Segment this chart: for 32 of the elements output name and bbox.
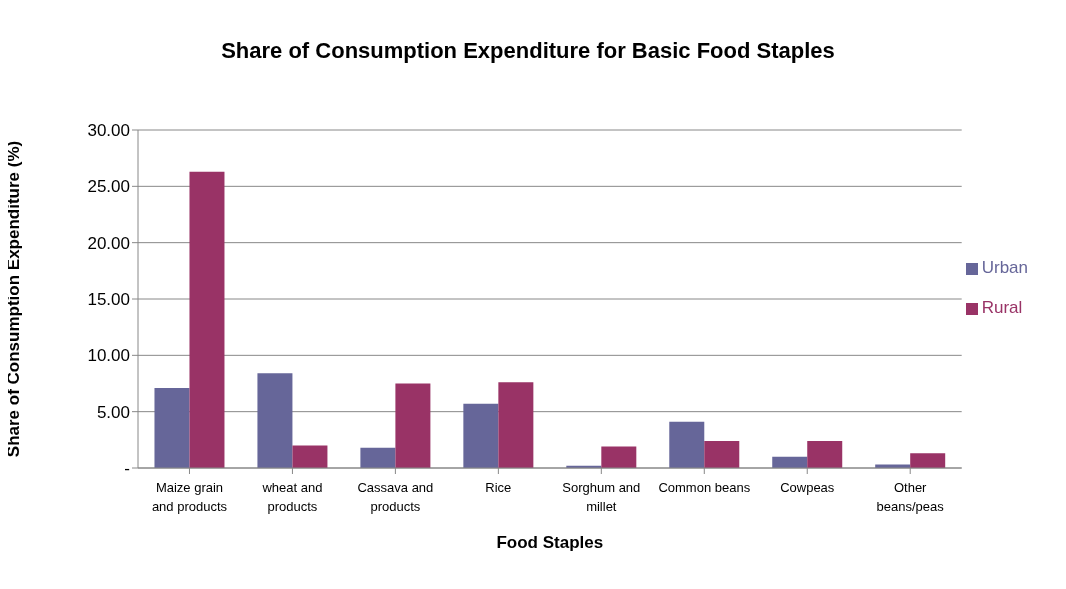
- x-tick-label: Maize grain and products: [151, 480, 228, 514]
- y-tick-label: -: [124, 459, 130, 479]
- x-tick-label: Other beans/peas: [876, 480, 945, 514]
- y-tick-label: 30.00: [87, 121, 130, 141]
- x-tick-label: Cassava and products: [357, 480, 434, 514]
- bar: [498, 382, 534, 468]
- x-axis-title: Food Staples: [496, 533, 604, 552]
- chart-title: Share of Consumption Expenditure for Basic Food Staples: [220, 38, 836, 64]
- bar: [910, 453, 946, 468]
- x-tick-label: Rice: [485, 480, 512, 495]
- bar: [463, 403, 499, 468]
- y-tick-label: 15.00: [87, 290, 130, 310]
- bar: [669, 421, 705, 468]
- bar: [704, 440, 740, 468]
- bar: [807, 440, 843, 468]
- y-tick-label: 20.00: [87, 233, 130, 253]
- bar: [257, 373, 293, 468]
- x-tick-label: wheat and products: [261, 480, 323, 514]
- legend-label: Rural: [981, 298, 1023, 317]
- bar: [360, 447, 396, 468]
- y-tick-label: 25.00: [87, 177, 130, 197]
- x-tick-label: Cowpeas: [780, 480, 835, 495]
- y-tick-label: 5.00: [96, 402, 130, 422]
- bar: [292, 445, 328, 468]
- x-tick-label: Common beans: [658, 480, 751, 495]
- bar: [395, 383, 431, 468]
- legend-label: Urban: [981, 258, 1028, 277]
- bar: [601, 446, 637, 468]
- x-tick-label: Sorghum and millet: [562, 480, 641, 514]
- y-tick-label: 10.00: [87, 346, 130, 366]
- bar: [189, 171, 225, 468]
- bar: [154, 388, 190, 468]
